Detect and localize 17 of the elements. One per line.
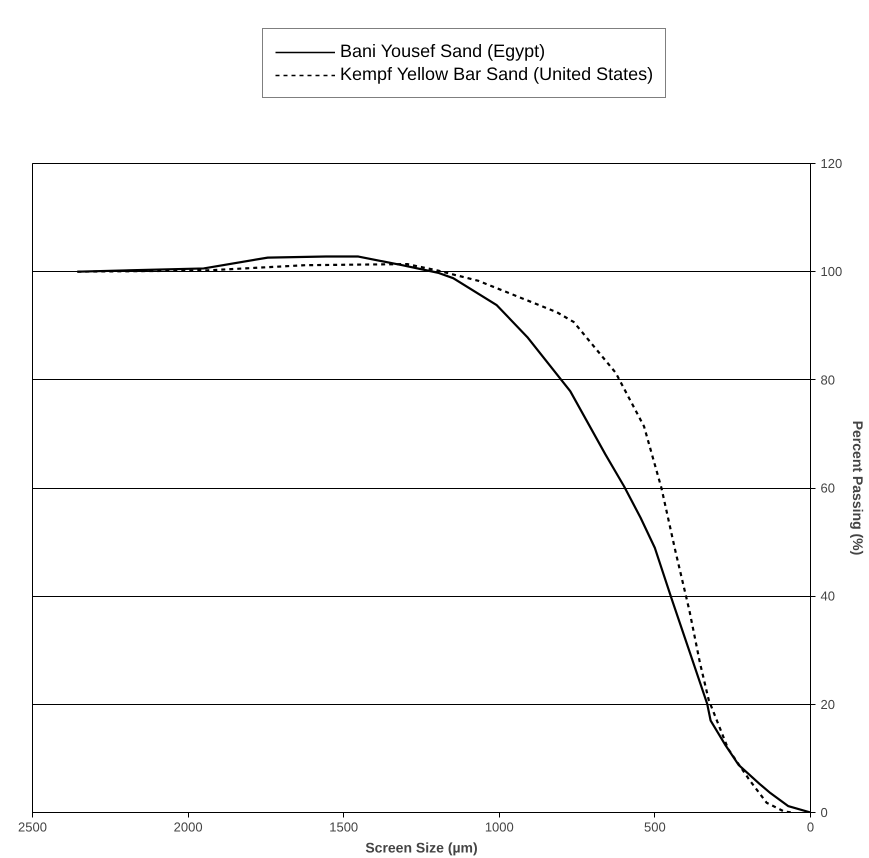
x-axis-title: Screen Size (µm) — [365, 840, 478, 856]
y-tick-label: 20 — [820, 696, 835, 712]
legend-label: Kempf Yellow Bar Sand (United States) — [340, 64, 654, 85]
x-tick-label: 1000 — [484, 820, 514, 834]
x-tick-label: 2500 — [18, 820, 47, 834]
y-tick-label: 100 — [820, 264, 842, 280]
x-tick-label: 0 — [806, 820, 814, 834]
x-tick-label: 1500 — [329, 820, 358, 834]
y-axis-title: Percent Passing (%) — [850, 420, 866, 556]
y-tick-label: 120 — [820, 156, 842, 171]
x-tick-label: 500 — [644, 820, 666, 834]
legend-label: Bani Yousef Sand (Egypt) — [340, 41, 546, 62]
y-tick-label: 0 — [820, 805, 828, 820]
y-tick-label: 40 — [820, 588, 835, 604]
y-tick-label: 80 — [820, 372, 835, 388]
y-tick-label: 60 — [820, 480, 835, 496]
x-tick-label: 2000 — [174, 820, 203, 834]
